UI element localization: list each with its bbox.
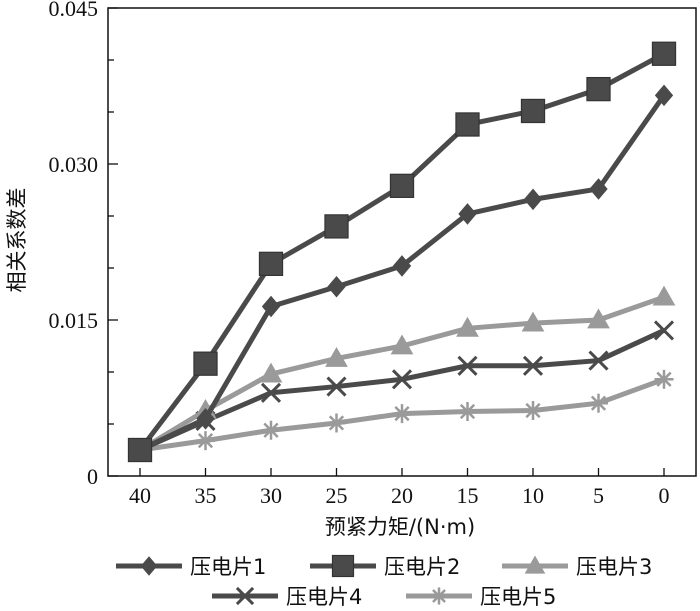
y-tick-label: 0.030 <box>49 152 99 177</box>
x-tick-label: 40 <box>129 483 151 508</box>
square-marker <box>586 76 611 102</box>
asterisk-marker <box>392 404 412 424</box>
square-marker <box>193 351 218 376</box>
series-line <box>138 294 665 453</box>
x-marker-stroke <box>653 320 675 341</box>
series-layer <box>127 41 677 463</box>
asterisk-marker <box>589 393 608 413</box>
triangle-marker <box>524 555 546 574</box>
x-marker-stroke <box>391 369 413 390</box>
y-axis-title: 相关系数差 <box>5 188 29 293</box>
x-marker-stroke <box>326 376 347 397</box>
triangle-marker <box>652 285 676 306</box>
legend-item-2: 压电片2 <box>310 554 460 579</box>
legend-label: 压电片1 <box>190 555 266 579</box>
legend-label: 压电片2 <box>384 555 460 579</box>
x-tick-label: 15 <box>457 483 479 508</box>
axes: 0 0.015 0.030 0.045 40 35 30 25 20 15 10 5 0 <box>49 0 697 508</box>
series-line <box>138 51 666 452</box>
square-marker <box>651 41 677 66</box>
diamond-marker <box>327 275 346 298</box>
x-tick-label: 35 <box>195 483 217 508</box>
triangle-marker <box>587 308 610 329</box>
x-marker-stroke <box>588 350 609 371</box>
square-marker <box>520 98 546 124</box>
x-tick-label: 0 <box>659 483 670 508</box>
legend-label: 压电片5 <box>480 585 556 609</box>
x-marker-stroke <box>260 382 282 403</box>
legend-item-4: 压电片4 <box>212 585 362 609</box>
x-marker-stroke <box>235 586 255 606</box>
diamond-marker <box>458 203 477 225</box>
triangle-marker <box>456 316 479 337</box>
x-tick-label: 10 <box>522 483 544 508</box>
asterisk-marker <box>327 413 346 433</box>
asterisk-marker-stroke <box>459 403 476 420</box>
x-marker <box>326 376 347 397</box>
x-marker-stroke <box>522 355 544 376</box>
x-marker <box>653 320 675 341</box>
legend-label: 压电片4 <box>286 585 362 609</box>
asterisk-marker-stroke <box>525 402 541 419</box>
triangle-marker <box>521 311 545 332</box>
asterisk-marker <box>523 400 543 420</box>
y-tick-label: 0.015 <box>49 308 99 333</box>
x-tick-label: 30 <box>260 483 282 508</box>
square-marker <box>331 554 355 578</box>
x-marker-stroke <box>457 355 478 376</box>
asterisk-marker-stroke <box>263 422 279 438</box>
x-marker <box>588 350 609 371</box>
asterisk-marker-stroke <box>394 405 410 422</box>
series-1 <box>130 84 674 461</box>
asterisk-marker <box>458 402 477 422</box>
y-tick-label: 0 <box>87 464 98 489</box>
asterisk-marker <box>654 369 674 389</box>
legend-item-1: 压电片1 <box>116 555 266 579</box>
y-tick-label: 0.045 <box>49 0 99 21</box>
diamond-marker <box>523 188 543 211</box>
square-marker <box>127 437 153 463</box>
x-tick-label: 5 <box>593 483 604 508</box>
x-marker <box>235 586 255 606</box>
triangle-marker <box>325 346 348 367</box>
series-3 <box>128 285 676 459</box>
x-marker <box>522 355 544 376</box>
asterisk-marker <box>196 431 215 451</box>
x-axis-title: 预紧力矩/(N·m) <box>325 515 475 539</box>
legend: 压电片1 压电片2 压电片3 压电片4 压电片5 <box>116 554 652 609</box>
asterisk-marker <box>430 587 448 605</box>
asterisk-marker <box>261 420 281 440</box>
x-marker <box>457 355 478 376</box>
legend-item-5: 压电片5 <box>406 585 556 609</box>
square-marker <box>389 173 415 198</box>
x-marker <box>391 369 413 390</box>
asterisk-marker-stroke <box>328 415 345 431</box>
diamond-marker <box>392 255 412 277</box>
square-marker <box>324 214 349 239</box>
triangle-marker <box>390 334 414 355</box>
x-tick-label: 25 <box>326 483 348 508</box>
x-marker <box>260 382 282 403</box>
diamond-marker <box>654 84 674 107</box>
square-marker <box>258 251 284 276</box>
asterisk-marker-stroke <box>656 371 672 387</box>
diamond-marker <box>261 295 281 318</box>
asterisk-marker-stroke <box>197 433 214 449</box>
asterisk-marker-stroke <box>432 589 446 603</box>
x-tick-label: 20 <box>391 483 413 508</box>
square-marker <box>455 112 480 137</box>
asterisk-marker-stroke <box>590 395 607 411</box>
diamond-marker <box>196 408 215 430</box>
series-2 <box>127 41 677 463</box>
diamond-marker <box>589 178 608 200</box>
triangle-marker <box>259 362 283 383</box>
diamond-marker <box>140 556 158 576</box>
legend-item-3: 压电片3 <box>502 555 652 579</box>
legend-label: 压电片3 <box>576 555 652 579</box>
